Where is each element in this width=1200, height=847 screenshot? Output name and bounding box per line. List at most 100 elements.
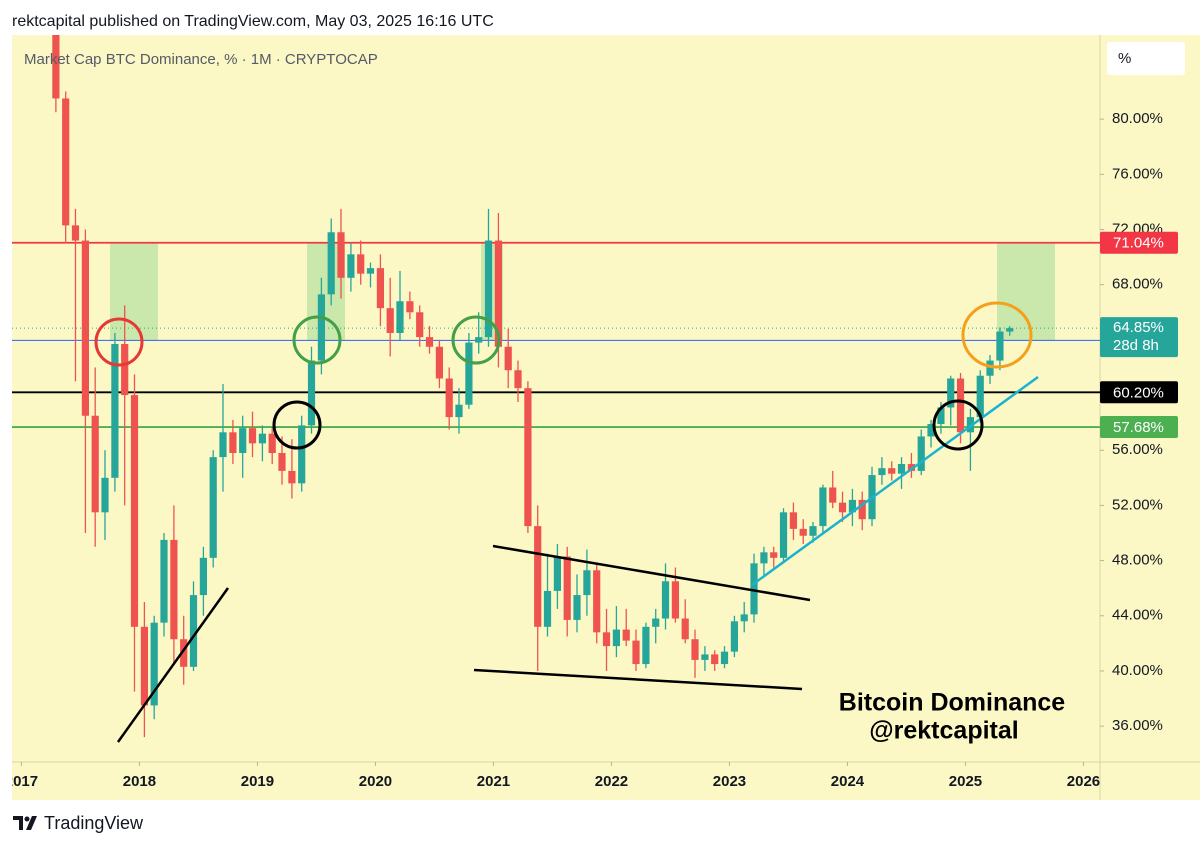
trend-line (473, 668, 803, 691)
x-tick-label: 2026 (1067, 773, 1100, 790)
candle-body (907, 464, 916, 471)
unit-label: % (1118, 50, 1131, 67)
candle-body (986, 360, 994, 376)
y-tick-label: 36.00% (1112, 717, 1163, 734)
candle-body (534, 526, 542, 627)
level-label-bg (1100, 231, 1178, 254)
countdown-label: 28d 8h (1113, 337, 1159, 354)
candle-body (189, 595, 198, 667)
logo-icon (13, 816, 37, 830)
candle-body (937, 407, 945, 425)
level-label: 71.04% (1113, 235, 1164, 252)
candle-body (307, 360, 316, 426)
candle-body (278, 452, 286, 471)
x-tick-label: 2022 (595, 773, 628, 790)
candle-body (947, 378, 955, 408)
candle-body (730, 621, 739, 652)
x-tick-label: 2019 (241, 773, 274, 790)
candle-body (720, 651, 729, 665)
candle-body (642, 626, 650, 665)
candle-body (661, 581, 670, 619)
candle-body (298, 425, 306, 484)
candle-body (180, 639, 188, 667)
y-tick-label: 68.00% (1112, 276, 1163, 293)
candle-body (258, 433, 267, 444)
candle-body (671, 581, 680, 619)
candle-body (799, 528, 807, 536)
plot-area (12, 35, 1100, 743)
candle-body (239, 428, 247, 453)
candle-body (1006, 328, 1014, 332)
candle-body (750, 563, 758, 615)
candle-body (711, 654, 719, 665)
candle-body (140, 626, 149, 706)
candle-body (593, 570, 601, 633)
candle-body (878, 468, 886, 476)
candle-body (996, 331, 1004, 361)
y-axis: 36.00% 40.00% 44.00% 48.00% 52.00% 56.00% 68.0… (1100, 110, 1178, 734)
candle-body (848, 499, 857, 513)
x-tick-label: 2024 (831, 773, 865, 790)
candle-body (514, 370, 522, 389)
circle-marker (94, 317, 144, 367)
y-tick-label: 52.00% (1112, 496, 1163, 513)
candle-body (71, 225, 80, 241)
x-tick-label: 2020 (359, 773, 392, 790)
zone (997, 242, 1055, 340)
candle-body (150, 622, 158, 706)
y-tick-label: 80.00% (1112, 110, 1163, 127)
candle-body (406, 301, 414, 313)
header: rektcapital published on TradingView.com… (12, 13, 494, 30)
candle-body (956, 378, 965, 433)
candle-body (819, 487, 827, 527)
annotation: @rektcapital (869, 717, 1018, 745)
candle-body (91, 415, 99, 513)
candle-body (288, 470, 296, 484)
candle-body (809, 526, 817, 536)
candle-body (465, 342, 473, 405)
candle-body (652, 618, 660, 627)
candle-body (543, 590, 552, 627)
y-tick-label: 40.00% (1112, 662, 1163, 679)
level-label: 57.68% (1113, 419, 1164, 436)
candle-body (396, 301, 404, 333)
candle-body (622, 629, 630, 641)
candle-body (81, 240, 89, 416)
unit-box (1107, 42, 1185, 75)
drawings (94, 301, 1039, 743)
candle-body (347, 254, 355, 278)
last-price-bg (1100, 317, 1178, 358)
candle-body (160, 539, 168, 623)
x-tick-label: 2021 (477, 773, 510, 790)
candle-body (740, 614, 748, 622)
candle-body (691, 639, 699, 660)
x-tick-label: 2018 (123, 773, 156, 790)
candle-body (681, 618, 689, 640)
candle-body (858, 499, 866, 520)
trend-line (492, 544, 811, 602)
candle-body (445, 378, 453, 418)
candle-body (199, 557, 208, 596)
candle-body (583, 570, 591, 596)
candle-body (248, 428, 257, 444)
candle-body (504, 346, 512, 371)
circle-marker (292, 315, 342, 365)
chart-title: Market Cap BTC Dominance, % · 1M · CRYPT… (24, 51, 378, 68)
x-axis: 2017 2018 2019 2020 2021 2022 2023 2024 2025 2026 (12, 762, 1100, 790)
candles (52, 35, 1014, 738)
candle-body (209, 457, 217, 558)
candle-body (829, 487, 837, 503)
candle-body (435, 346, 444, 379)
circle-marker (961, 301, 1033, 369)
candle-body (170, 539, 178, 640)
candle-body (888, 468, 896, 474)
x-tick-label: 2023 (713, 773, 746, 790)
trend-line (116, 587, 230, 743)
candle-body (121, 344, 129, 396)
candle-body (130, 395, 139, 627)
candle-body (317, 294, 326, 361)
level-label-bg (1100, 381, 1178, 404)
candle-body (425, 337, 434, 347)
candle-body (229, 432, 237, 453)
